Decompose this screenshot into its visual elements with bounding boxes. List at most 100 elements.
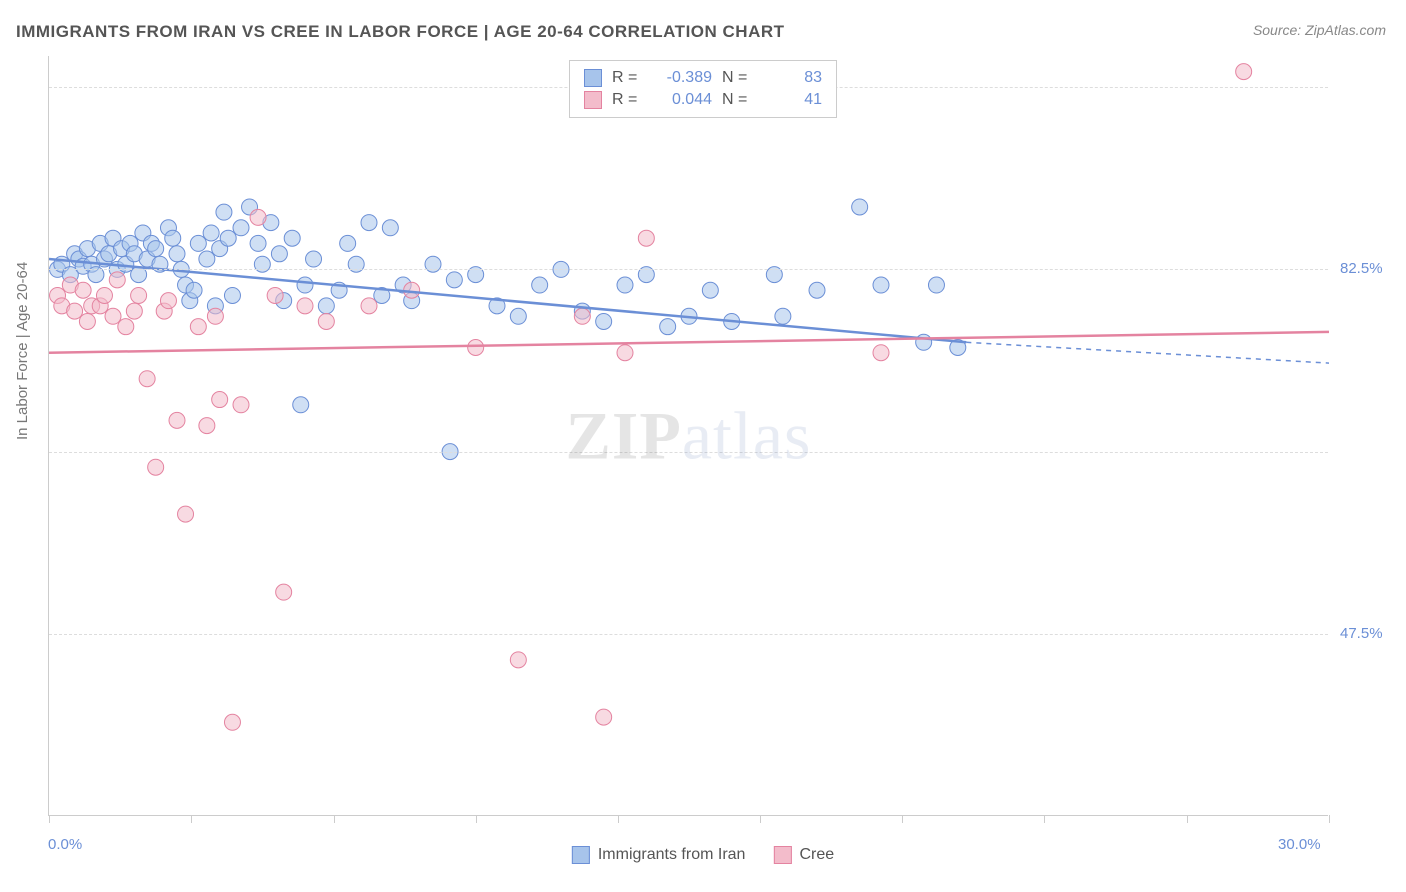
n-label: N = (722, 69, 752, 87)
swatch-series2-bottom (773, 846, 791, 864)
scatter-point (67, 303, 83, 319)
scatter-point (361, 298, 377, 314)
series2-name: Cree (799, 846, 834, 864)
swatch-series1-bottom (572, 846, 590, 864)
scatter-point (382, 220, 398, 236)
scatter-point (574, 308, 590, 324)
scatter-point (199, 418, 215, 434)
scatter-point (186, 282, 202, 298)
scatter-point (660, 319, 676, 335)
scatter-point (271, 246, 287, 262)
scatter-point (233, 220, 249, 236)
x-tick (1329, 815, 1330, 823)
scatter-point (250, 209, 266, 225)
scatter-point (293, 397, 309, 413)
scatter-point (169, 246, 185, 262)
scatter-point (178, 506, 194, 522)
scatter-point (148, 459, 164, 475)
chart-title: IMMIGRANTS FROM IRAN VS CREE IN LABOR FO… (16, 22, 785, 42)
r-label: R = (612, 91, 642, 109)
scatter-point (446, 272, 462, 288)
scatter-point (207, 308, 223, 324)
legend-row-series2: R = 0.044 N = 41 (584, 89, 822, 111)
legend-stats: R = -0.389 N = 83 R = 0.044 N = 41 (569, 60, 837, 118)
scatter-point (617, 345, 633, 361)
scatter-point (212, 392, 228, 408)
x-tick-label: 30.0% (1278, 836, 1321, 853)
legend-item-series1: Immigrants from Iran (572, 846, 746, 864)
scatter-point (702, 282, 718, 298)
scatter-point (126, 303, 142, 319)
x-tick (334, 815, 335, 823)
x-tick (902, 815, 903, 823)
scatter-point (510, 652, 526, 668)
gridline (49, 634, 1328, 635)
scatter-point (250, 235, 266, 251)
x-tick (760, 815, 761, 823)
scatter-point (96, 287, 112, 303)
n-value-series1: 83 (762, 69, 822, 87)
r-value-series1: -0.389 (652, 69, 712, 87)
trend-line-dashed (966, 342, 1329, 363)
legend-item-series2: Cree (773, 846, 834, 864)
swatch-series1 (584, 69, 602, 87)
scatter-point (852, 199, 868, 215)
scatter-point (199, 251, 215, 267)
scatter-point (638, 230, 654, 246)
scatter-point (165, 230, 181, 246)
scatter-point (190, 319, 206, 335)
scatter-point (532, 277, 548, 293)
scatter-point (139, 371, 155, 387)
scatter-point (224, 714, 240, 730)
y-tick-label: 82.5% (1340, 260, 1383, 277)
legend-row-series1: R = -0.389 N = 83 (584, 67, 822, 89)
scatter-point (220, 230, 236, 246)
scatter-point (361, 215, 377, 231)
series1-name: Immigrants from Iran (598, 846, 746, 864)
n-label: N = (722, 91, 752, 109)
scatter-point (216, 204, 232, 220)
scatter-point (105, 308, 121, 324)
legend-series: Immigrants from Iran Cree (572, 846, 834, 864)
scatter-point (169, 412, 185, 428)
plot-area: ZIPatlas (48, 56, 1328, 816)
scatter-point (306, 251, 322, 267)
x-tick (191, 815, 192, 823)
scatter-svg (49, 56, 1329, 816)
scatter-point (118, 319, 134, 335)
scatter-point (284, 230, 300, 246)
scatter-point (109, 272, 125, 288)
scatter-point (160, 293, 176, 309)
scatter-point (1236, 64, 1252, 80)
scatter-point (318, 313, 334, 329)
scatter-point (510, 308, 526, 324)
x-tick (49, 815, 50, 823)
trend-line (49, 332, 1329, 353)
scatter-point (79, 313, 95, 329)
r-value-series2: 0.044 (652, 91, 712, 109)
scatter-point (131, 287, 147, 303)
x-tick (618, 815, 619, 823)
scatter-point (190, 235, 206, 251)
scatter-point (267, 287, 283, 303)
scatter-point (318, 298, 334, 314)
scatter-point (873, 277, 889, 293)
x-tick (1187, 815, 1188, 823)
scatter-point (928, 277, 944, 293)
scatter-point (468, 340, 484, 356)
scatter-point (297, 277, 313, 293)
x-tick-label: 0.0% (48, 836, 82, 853)
scatter-point (596, 313, 612, 329)
correlation-chart: IMMIGRANTS FROM IRAN VS CREE IN LABOR FO… (0, 0, 1406, 892)
swatch-series2 (584, 91, 602, 109)
scatter-point (276, 584, 292, 600)
scatter-point (775, 308, 791, 324)
scatter-point (873, 345, 889, 361)
scatter-point (203, 225, 219, 241)
scatter-point (233, 397, 249, 413)
scatter-point (617, 277, 633, 293)
y-tick-label: 47.5% (1340, 625, 1383, 642)
scatter-point (224, 287, 240, 303)
y-axis-label: In Labor Force | Age 20-64 (14, 262, 31, 440)
gridline (49, 452, 1328, 453)
